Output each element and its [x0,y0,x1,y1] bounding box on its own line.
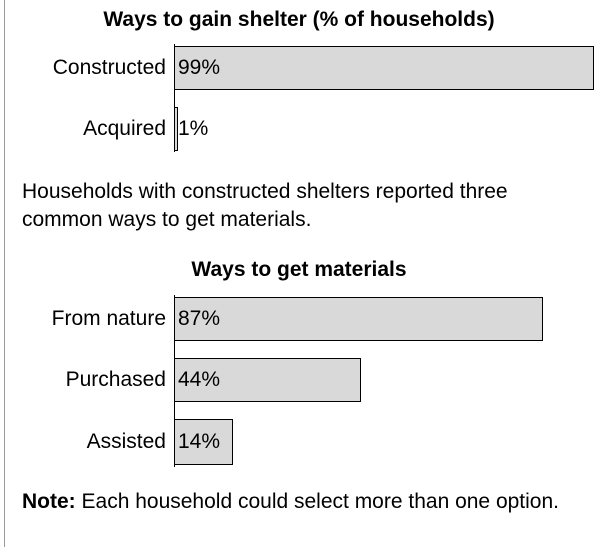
bar-constructed [174,46,594,90]
category-label-assisted: Assisted [86,430,166,453]
category-label-purchased: Purchased [65,368,166,391]
value-label-constructed: 99% [178,56,221,79]
category-label-acquired: Acquired [83,117,166,140]
note-label: Note: [22,490,76,513]
bar-assisted [174,419,233,465]
chart1-axis-line [174,44,175,152]
bar-acquired [174,107,178,151]
value-label-acquired: 1% [178,117,209,140]
bar-from-nature [174,297,543,341]
value-label-assisted: 14% [178,430,221,453]
chart1-title: Ways to gain shelter (% of households) [103,8,495,31]
note-text: Note: Each household could select more t… [22,488,592,516]
category-label-from-nature: From nature [51,307,166,330]
value-label-purchased: 44% [178,368,221,391]
description-paragraph: Households with constructed shelters rep… [22,180,508,231]
bar-purchased [174,358,361,402]
note-body: Each household could select more than on… [75,490,560,513]
value-label-from-nature: 87% [178,307,221,330]
left-border-rule [4,0,5,547]
category-label-constructed: Constructed [52,56,166,79]
chart2-title: Ways to get materials [191,258,407,281]
